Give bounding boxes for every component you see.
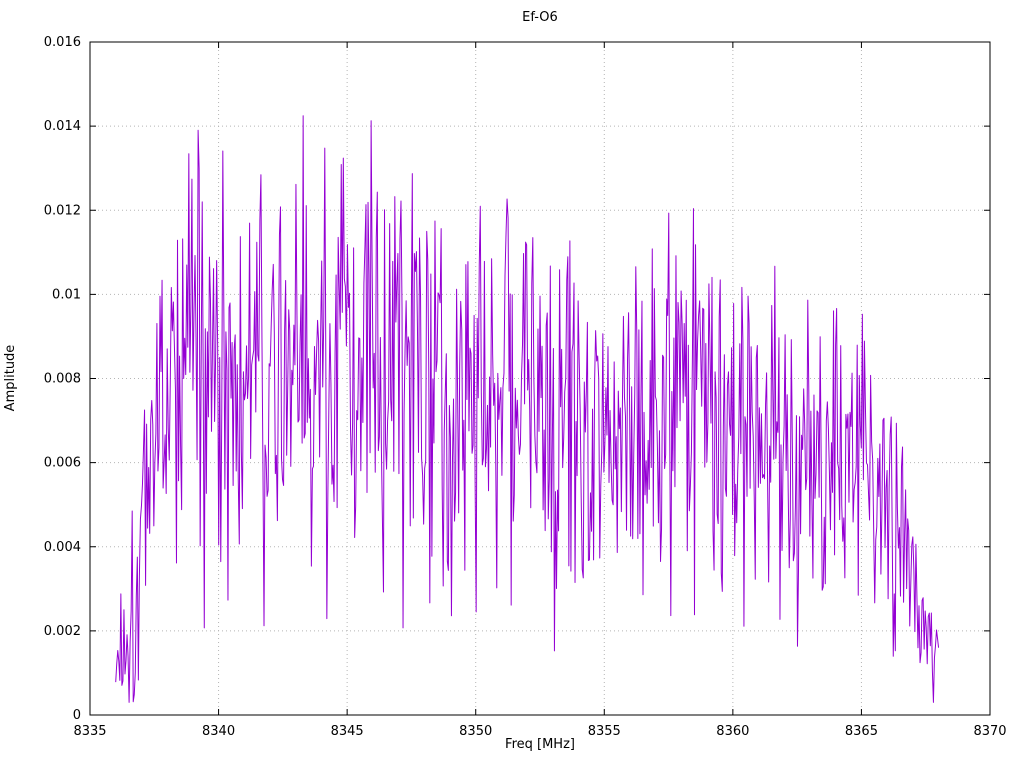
x-tick-label: 8335: [73, 724, 106, 739]
x-tick-label: 8340: [202, 724, 235, 739]
spectrum-line: [115, 115, 940, 703]
y-tick-label: 0.002: [44, 624, 81, 639]
x-tick-label: 8345: [331, 724, 364, 739]
y-tick-label: 0.014: [44, 119, 81, 134]
x-tick-label: 8355: [588, 724, 621, 739]
axes-group: [89, 41, 991, 716]
x-tick-label: 8350: [459, 724, 492, 739]
y-tick-label: 0.006: [44, 456, 81, 471]
y-tick-label: 0.01: [52, 287, 81, 302]
grid-lines: [89, 41, 991, 716]
x-tick-label: 8360: [716, 724, 749, 739]
x-tick-label: 8370: [973, 724, 1006, 739]
y-tick-label: 0.004: [44, 540, 81, 555]
y-tick-label: 0.016: [44, 35, 81, 50]
x-tick-label: 8365: [845, 724, 878, 739]
series-group: [115, 115, 940, 703]
tick-labels: 8335 8340 8345 8350 8355 8360 8365 8370 0 0.002 0.…: [44, 35, 1007, 739]
y-tick-label: 0.012: [44, 203, 81, 218]
y-tick-label: 0.008: [44, 372, 81, 387]
y-tick-label: 0: [73, 708, 81, 723]
chart-title: Ef-O6: [522, 10, 558, 25]
y-axis-label: Amplitude: [3, 345, 18, 412]
x-axis-label: Freq [MHz]: [505, 737, 575, 752]
